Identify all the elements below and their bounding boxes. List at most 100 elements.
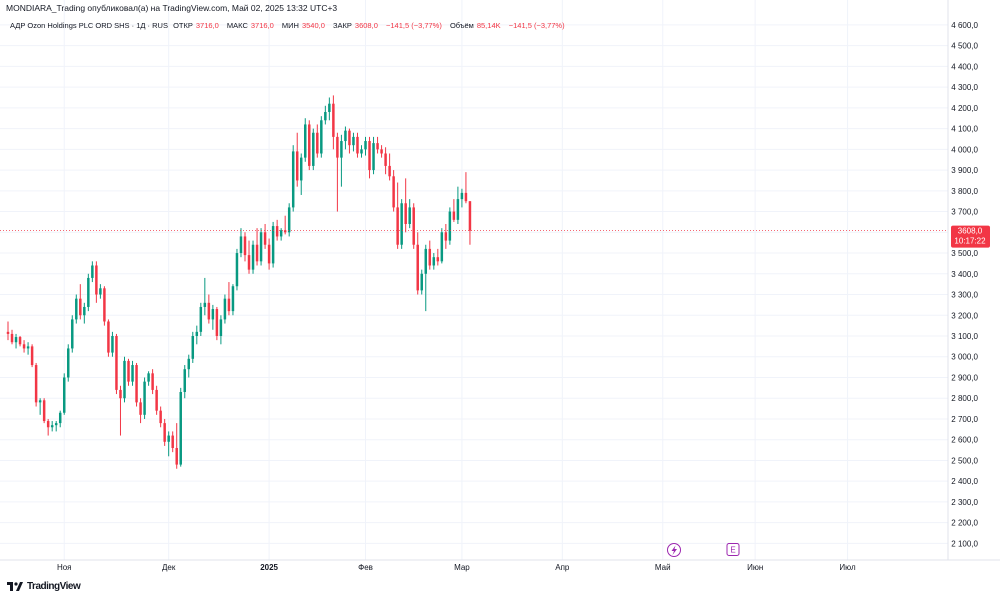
candle-body	[312, 132, 315, 166]
candle-body	[456, 199, 460, 220]
candle-body	[22, 344, 26, 349]
time-axis[interactable]: Ноя Дек 2025 Фев Мар Апр Май Июн Июл	[57, 563, 856, 572]
candle	[71, 315, 74, 353]
candle-body	[380, 149, 383, 154]
volume-change-value: −141,5 (−3,77%)	[508, 21, 565, 30]
candle-body	[46, 421, 50, 428]
candle-body	[344, 130, 347, 142]
candle	[179, 387, 182, 467]
candle	[412, 203, 415, 249]
candle-body	[424, 248, 428, 274]
candle-body	[62, 377, 66, 413]
candle	[14, 333, 18, 349]
candle-body	[428, 248, 432, 266]
candle-body	[34, 365, 38, 403]
candle	[171, 431, 174, 453]
candle	[448, 207, 452, 245]
candle-body	[179, 392, 182, 465]
candle	[332, 95, 335, 150]
candle-body	[115, 336, 118, 390]
symbol-title[interactable]: АДР Ozon Holdings PLC ORD SHS · 1Д · RUS	[10, 21, 168, 30]
candle	[62, 373, 66, 415]
candle-body	[275, 226, 279, 237]
candle-body	[348, 130, 351, 146]
candle-body	[356, 136, 359, 154]
candle	[58, 410, 62, 428]
candle-body	[219, 319, 223, 336]
candle-body	[42, 400, 46, 422]
time-tick-label: Фев	[358, 563, 373, 572]
close-label: ЗАКР	[333, 21, 352, 30]
price-tick-label: 3 700,0	[951, 208, 978, 217]
candle-body	[187, 358, 191, 370]
price-axis[interactable]: 2 100,0 2 200,0 2 300,0 2 400,0 2 500,0 2 600…	[951, 21, 978, 549]
high-label: МАКС	[226, 21, 248, 30]
dividend-event[interactable]	[667, 543, 681, 557]
candle-body	[400, 203, 403, 245]
candle-body	[332, 103, 335, 137]
price-tick-label: 3 900,0	[951, 166, 978, 175]
time-tick-label: Дек	[162, 563, 176, 572]
time-tick-label: Мар	[454, 563, 470, 572]
candle-body	[131, 365, 134, 382]
candle	[91, 261, 94, 283]
candle	[203, 277, 207, 316]
volume-value: 85,14K	[476, 21, 501, 30]
candle-body	[227, 298, 231, 312]
candle-body	[10, 333, 14, 343]
candle-body	[295, 151, 299, 181]
price-tick-label: 4 100,0	[951, 125, 978, 134]
candle-body	[271, 226, 275, 264]
candle-body	[408, 207, 411, 224]
candles	[6, 95, 472, 469]
candle-body	[287, 207, 291, 233]
candle	[267, 238, 271, 270]
candle	[328, 97, 331, 121]
candle	[424, 244, 428, 312]
candle	[380, 145, 383, 158]
candle-body	[468, 201, 472, 231]
price-tick-label: 2 200,0	[951, 519, 978, 528]
candle-body	[99, 288, 102, 295]
high-value: 3716,0	[250, 21, 274, 30]
candle	[46, 418, 50, 436]
time-tick-label: Июн	[747, 563, 763, 572]
candle-body	[58, 412, 62, 424]
candle	[320, 116, 323, 158]
candle	[111, 331, 114, 357]
candle	[211, 304, 215, 330]
candle	[159, 406, 162, 428]
candle	[364, 136, 367, 156]
candle-body	[267, 244, 271, 264]
candle	[444, 224, 448, 249]
candle	[30, 344, 34, 368]
candle-body	[255, 244, 259, 262]
candle-body	[159, 410, 162, 424]
candle	[348, 128, 351, 154]
candle-body	[54, 423, 58, 426]
tradingview-footer[interactable]: TradingView	[7, 581, 81, 592]
candle-body	[14, 337, 18, 343]
price-tick-label: 4 600,0	[951, 21, 978, 30]
last-price-value: 3608,0	[958, 227, 983, 236]
time-tick-label: Ноя	[57, 563, 72, 572]
candle-body	[147, 373, 150, 382]
candle-body	[199, 306, 203, 332]
candle	[295, 132, 299, 187]
price-tick-label: 2 300,0	[951, 498, 978, 507]
candle	[191, 331, 195, 363]
price-tick-label: 2 900,0	[951, 373, 978, 382]
earnings-event[interactable]: E	[726, 543, 740, 556]
candle	[255, 228, 259, 266]
candle-body	[107, 321, 110, 353]
candle-body	[127, 360, 130, 382]
candle	[279, 228, 283, 241]
candle	[372, 136, 375, 175]
candle	[408, 199, 411, 229]
candle	[452, 199, 456, 222]
candle	[83, 302, 86, 324]
candle	[195, 325, 199, 345]
candle	[75, 294, 78, 324]
candle	[247, 240, 251, 274]
